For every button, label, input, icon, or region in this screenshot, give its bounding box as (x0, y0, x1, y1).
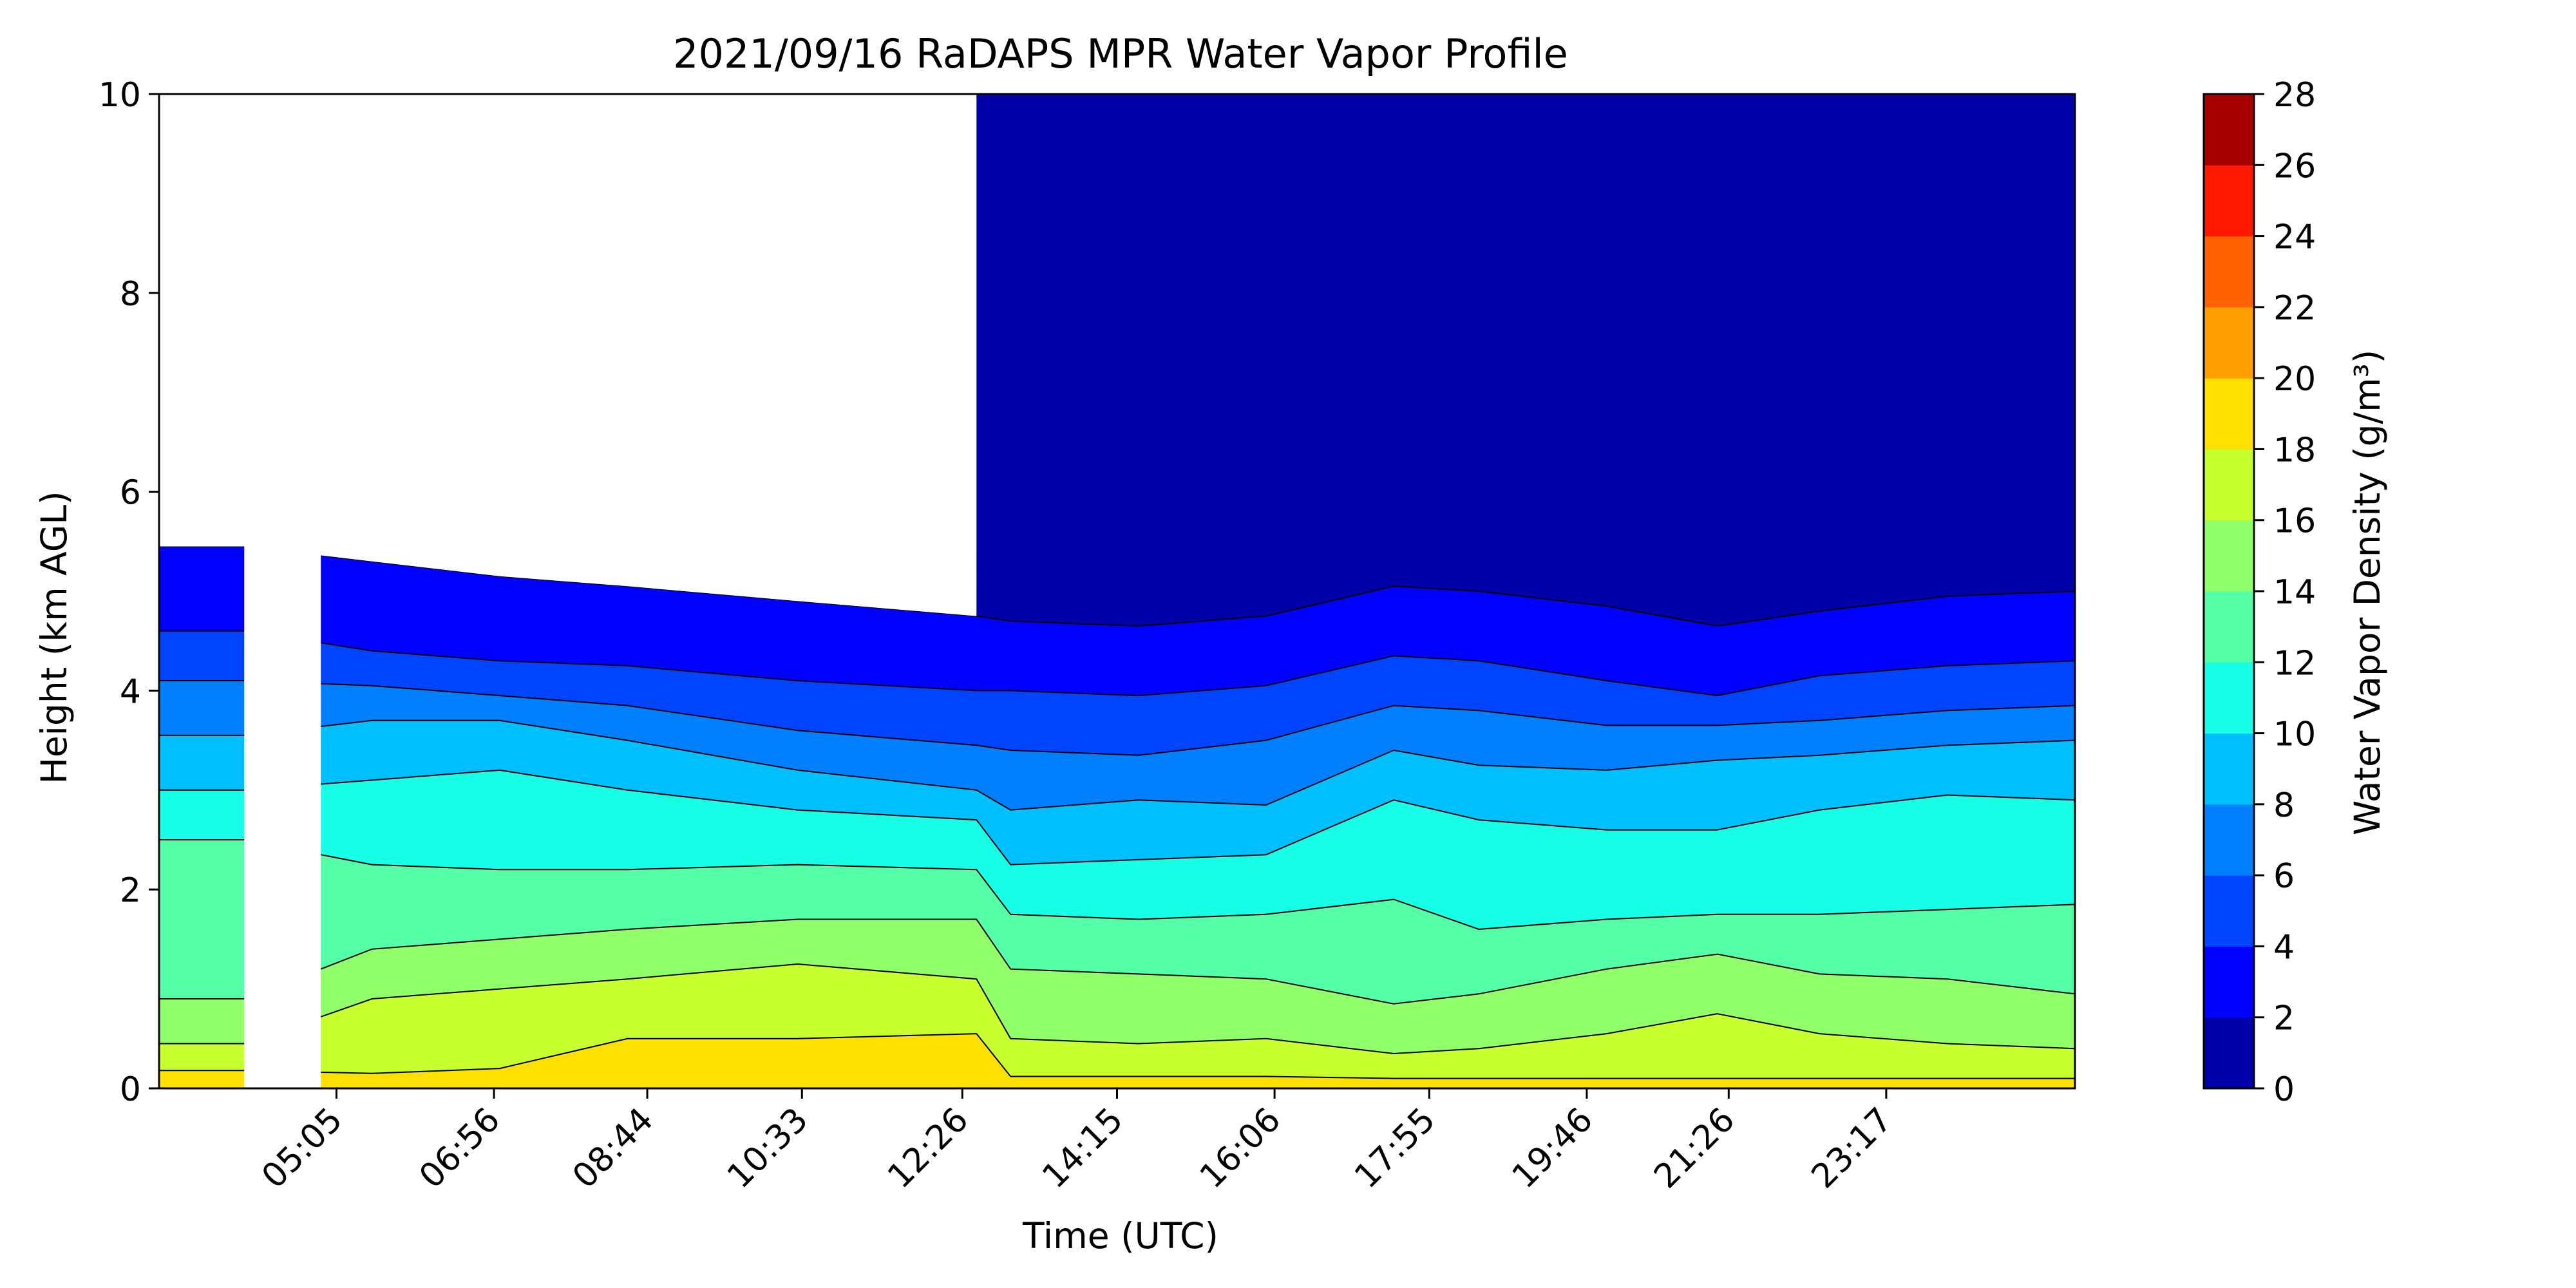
colorbar-segment (2204, 662, 2254, 734)
contour-band-7 (159, 919, 2075, 1054)
x-tick-label: 06:56 (412, 1101, 507, 1196)
contour-band-6 (159, 840, 2075, 1004)
colorbar-segment (2204, 804, 2254, 876)
chart-title: 2021/09/16 RaDAPS MPR Water Vapor Profil… (673, 30, 1568, 77)
colorbar-tick-label: 18 (2273, 431, 2316, 469)
colorbar-tick-label: 2 (2273, 999, 2295, 1038)
colorbar-tick-label: 28 (2273, 76, 2316, 115)
colorbar-segment (2204, 591, 2254, 663)
colorbar-segment (2204, 1017, 2254, 1089)
x-tick-label: 17:55 (1347, 1101, 1443, 1196)
colorbar-segment (2204, 449, 2254, 521)
contour-band-3 (159, 681, 2075, 810)
missing-upper-data (159, 94, 977, 616)
x-tick-label: 23:17 (1804, 1101, 1900, 1196)
colorbar-segment (2204, 307, 2254, 379)
colorbar-tick-label: 4 (2273, 928, 2295, 967)
colorbar-segment (2204, 378, 2254, 450)
colorbar-tick-label: 20 (2273, 360, 2316, 399)
contour-line-7 (159, 963, 2075, 1055)
contour-band-2 (159, 630, 2075, 755)
colorbar-tick-label: 16 (2273, 502, 2316, 541)
colorbar-tick-label: 22 (2273, 289, 2316, 328)
colorbar-tick-label: 8 (2273, 786, 2295, 825)
y-tick-label: 2 (120, 871, 141, 910)
x-tick-label: 12:26 (880, 1101, 976, 1196)
colorbar-tick-label: 10 (2273, 715, 2316, 754)
contour-band-9 (159, 1034, 2075, 1088)
colorbar-segment (2204, 946, 2254, 1018)
contour-line-8 (159, 1033, 2075, 1079)
x-axis-label: Time (UTC) (1022, 1215, 1218, 1256)
colorbar-segment (2204, 875, 2254, 947)
x-tick-label: 14:15 (1035, 1101, 1130, 1196)
x-tick-label: 19:46 (1505, 1101, 1600, 1196)
y-tick-label: 6 (120, 474, 141, 513)
contour-band-8 (159, 964, 2075, 1079)
contour-band-5 (159, 770, 2075, 929)
x-tick-label: 05:05 (254, 1101, 350, 1196)
colorbar-segment (2204, 520, 2254, 592)
y-axis-label: Height (km AGL) (33, 491, 75, 784)
x-tick-label: 08:44 (565, 1101, 661, 1196)
x-tick-label: 10:33 (720, 1101, 815, 1196)
colorbar-tick-label: 14 (2273, 573, 2316, 612)
contour-line-1 (159, 630, 2075, 697)
y-tick-label: 10 (99, 76, 141, 115)
colorbar-tick-label: 6 (2273, 857, 2295, 896)
y-tick-label: 8 (120, 275, 141, 314)
colorbar-segment (2204, 236, 2254, 308)
contour-line-5 (159, 839, 2075, 931)
colorbar-tick-label: 24 (2273, 218, 2316, 257)
colorbar-label: Water Vapor Density (g/m³) (2347, 350, 2388, 835)
colorbar-segment (2204, 733, 2254, 805)
colorbar-segment (2204, 94, 2254, 166)
contour-line-6 (159, 918, 2075, 1005)
x-tick-label: 16:06 (1193, 1101, 1288, 1196)
contour-line-3 (159, 719, 2075, 811)
colorbar-tick-label: 12 (2273, 644, 2316, 683)
colorbar-segment (2204, 165, 2254, 237)
y-tick-label: 0 (120, 1070, 141, 1109)
y-tick-label: 4 (120, 672, 141, 711)
colorbar-tick-label: 26 (2273, 147, 2316, 185)
colorbar-tick-label: 0 (2273, 1070, 2295, 1109)
contour-line-2 (159, 680, 2075, 756)
contour-band-1 (159, 546, 2075, 696)
contour-line-4 (159, 769, 2075, 866)
x-tick-label: 21:26 (1647, 1101, 1742, 1196)
plot-area (159, 94, 2075, 1088)
